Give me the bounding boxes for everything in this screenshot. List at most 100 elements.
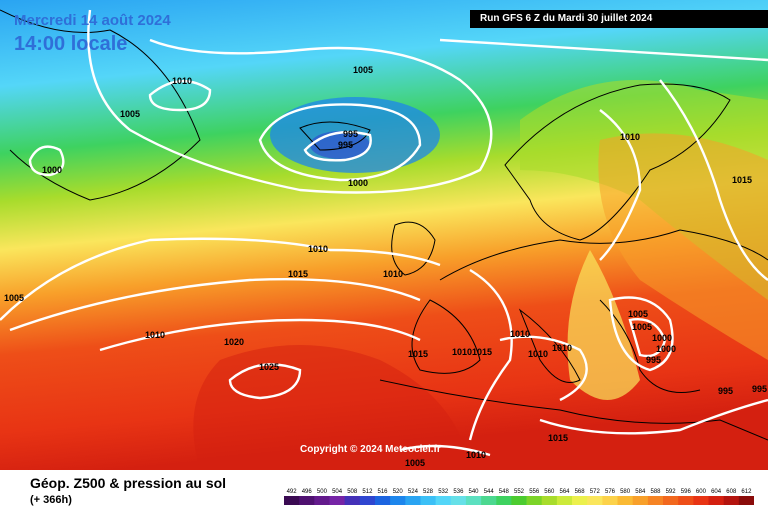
map-title: Géop. Z500 & pression au sol [30, 475, 227, 491]
isobar-label: 1005 [120, 109, 140, 119]
isobar-label: 1010 [145, 330, 165, 340]
isobar-label: 995 [343, 129, 358, 139]
legend-swatch [329, 496, 345, 505]
isobar-1000-greenland [28, 145, 65, 177]
isobar-1000-balkans [628, 318, 667, 358]
legend-swatch [375, 496, 391, 505]
legend-swatch [299, 496, 315, 505]
isobar-label: 1005 [632, 322, 652, 332]
iberia-outline [411, 299, 481, 374]
isobar-label: 1010 [528, 349, 548, 359]
legend-swatch [647, 496, 664, 505]
legend-swatch [405, 496, 421, 505]
isobar-1005 [87, 9, 493, 194]
isobar-label: 1015 [472, 347, 492, 357]
forecast-date: Mercredi 14 août 2024 [14, 12, 171, 29]
uk-outline [391, 221, 436, 276]
balkans-outline [599, 299, 701, 393]
legend-swatch [420, 496, 436, 505]
legend-label: 492 [287, 489, 298, 495]
legend-label: 500 [317, 489, 328, 495]
legend-label: 528 [423, 489, 434, 495]
legend-label: 612 [741, 489, 752, 495]
legend-label: 588 [650, 489, 661, 495]
forecast-horizon: (+ 366h) [30, 494, 72, 506]
legend-swatch [693, 496, 709, 505]
legend-swatch [572, 496, 588, 505]
scandinavia-outline [504, 83, 731, 241]
map-canvas: 1010 1005 1000 995 995 1005 1000 1010 10… [0, 0, 768, 470]
legend-swatch [284, 496, 300, 505]
legend-label: 532 [438, 489, 449, 495]
low-pressure-center [310, 131, 370, 159]
isobar-1015-south [539, 398, 768, 435]
legend-label: 504 [332, 489, 343, 495]
legend-label: 548 [499, 489, 510, 495]
legend-label: 604 [711, 489, 722, 495]
legend-label: 560 [544, 489, 555, 495]
isobar-label: 1015 [288, 269, 308, 279]
isobar-1020 [99, 318, 421, 352]
legend-swatch [587, 496, 603, 505]
isobar-1010-greenland [148, 79, 212, 112]
isobar-1010-italy [499, 335, 588, 402]
isobar-label: 995 [718, 386, 733, 396]
isobar-label: 1010 [466, 450, 486, 460]
legend-swatch [708, 496, 724, 505]
legend-label: 596 [681, 489, 692, 495]
legend-swatch [359, 496, 376, 505]
isobar-label: 1010 [620, 132, 640, 142]
legend-label: 608 [726, 489, 737, 495]
model-run-label: Run GFS 6 Z du Mardi 30 juillet 2024 [470, 10, 768, 28]
isobar-label: 1025 [259, 362, 279, 372]
legend-label: 524 [408, 489, 419, 495]
isobar-1015-europe [468, 268, 513, 441]
legend-swatch [344, 496, 361, 505]
legend-swatch [511, 496, 527, 505]
isobar-label: 1005 [405, 458, 425, 468]
isobar-label: 1005 [353, 65, 373, 75]
weather-map: 1010 1005 1000 995 995 1005 1000 1010 10… [0, 0, 768, 470]
isobar-label: 1010 [172, 76, 192, 86]
isobar-1010 [0, 237, 441, 321]
legend-label: 572 [590, 489, 601, 495]
legend-label: 512 [362, 489, 373, 495]
isobar-label: 1010 [383, 269, 403, 279]
isobar-label: 995 [338, 140, 353, 150]
legend-swatch [678, 496, 694, 505]
isobar-label: 1000 [656, 344, 676, 354]
isobar-1025 [228, 363, 302, 400]
legend-swatch [496, 496, 512, 505]
legend-label: 576 [605, 489, 616, 495]
isobar-label: 1010 [452, 347, 472, 357]
legend-swatch [602, 496, 618, 505]
isobar-label: 1010 [308, 244, 328, 254]
isobar-label: 1010 [510, 329, 530, 339]
isobar-label: 1010 [552, 343, 572, 353]
legend-swatch [541, 496, 558, 505]
isobar-north [439, 38, 768, 62]
legend-label: 592 [666, 489, 677, 495]
color-legend: 492 496 500 504 508 512 516 520 524 528 532 536 540 5… [284, 489, 754, 505]
map-footer: Géop. Z500 & pression au sol (+ 366h) 49… [0, 470, 768, 512]
isobar-label: 1000 [42, 165, 62, 175]
isobar-1010-scandinavia [599, 109, 642, 261]
legend-swatch [314, 496, 330, 505]
legend-swatch [390, 496, 406, 505]
isobar-label: 1015 [548, 433, 568, 443]
isobar-label: 1005 [4, 293, 24, 303]
isobar-1000 [258, 103, 422, 182]
iceland-outline [299, 121, 371, 151]
forecast-time: 14:00 locale [14, 33, 128, 55]
isobar-lines [0, 9, 768, 457]
legend-label: 600 [696, 489, 707, 495]
legend-label: 508 [347, 489, 358, 495]
subtropical-field [193, 345, 471, 470]
europe-north-coast [439, 229, 768, 281]
legend-label: 536 [453, 489, 464, 495]
legend-label: 520 [393, 489, 404, 495]
legend-swatch [723, 496, 740, 505]
legend-label: 580 [620, 489, 631, 495]
legend-swatch [435, 496, 452, 505]
coastlines [0, 9, 768, 441]
